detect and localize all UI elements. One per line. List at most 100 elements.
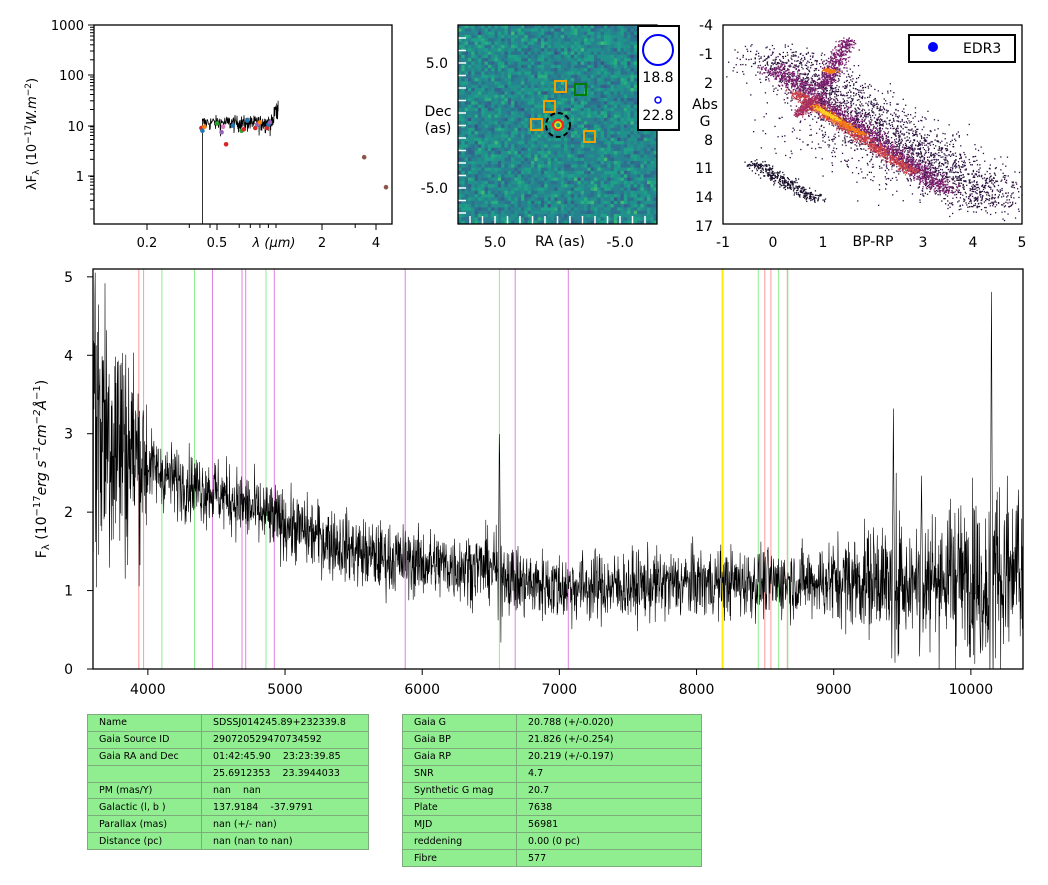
sed-point [257,120,263,125]
table-key: Galactic (l, b ) [87,798,202,817]
table-key: reddening [402,832,517,851]
table-row: Plate 7638 [402,798,702,817]
sed-point [383,184,389,190]
image-ticks [458,37,646,224]
cmd-xlabel: BP-RP [853,234,894,250]
sed-point [244,118,250,123]
cmd-xtick: -1 [716,235,730,251]
cmd-xticks: -1 0 1 3 4 5 [716,235,1026,251]
table-row: reddening 0.00 (0 pc) [402,832,702,851]
sed-point [200,128,205,133]
cmd-legend-label: EDR3 [963,41,1001,57]
table-key: Gaia Source ID [87,730,202,749]
table-value: 01:42:45.90 23:23:39.85 [201,747,369,766]
sed-ytick: 10 [67,120,84,135]
cmd-xtick: 3 [919,235,928,251]
sed-point [202,124,207,130]
cmd-density [726,37,1023,222]
table-row: MJD 56981 [402,815,702,834]
sed-ytick-labels: 1000 100 10 1 [51,19,94,185]
table-row: SNR 4.7 [402,764,702,783]
spectrum-frame [92,268,1024,670]
table-value: 21.826 (+/-0.254) [516,730,702,749]
table-key: Distance (pc) [87,832,202,851]
spectrum-ytick: 1 [64,584,73,600]
spectrum-ylabel: Fλ (10−17erg s−1cm−2Å−1) [32,380,52,558]
image-pixels [458,25,658,225]
image-xtick: 5.0 [484,235,506,251]
sed-xtick: 2 [318,236,326,251]
table-row: Galactic (l, b ) 137.9184 -37.9791 [87,798,369,817]
cmd-legend-box [908,34,1016,63]
table-key [87,764,202,783]
table-key: Gaia RP [402,747,517,766]
table-key: PM (mas/Y) [87,781,202,800]
sed-point [223,142,229,147]
spectrum-xtick: 5000 [267,682,303,698]
table-value: 56981 [516,815,702,834]
cmd-xtick: 4 [969,235,978,251]
table-key: Plate [402,798,517,817]
cmd-frame [722,24,1023,225]
spectrum-xtick: 4000 [130,682,166,698]
cmd-xtick: 0 [769,235,778,251]
spectrum-xtick: 9000 [816,682,852,698]
table-value: 7638 [516,798,702,817]
sed-point [219,129,224,135]
cmd-ylabel: Abs [692,97,718,113]
sed-frame [93,24,393,225]
info-table-left: Name SDSSJ014245.89+232339.8 Gaia Source I… [87,714,369,851]
sed-xtick-labels: 0.2 0.5 2 4 [137,224,380,251]
sed-ytick: 1 [76,170,84,185]
spectrum-ytick: 4 [64,348,73,364]
table-value: 20.788 (+/-0.020) [516,714,702,732]
image-ytick: -5.0 [421,181,448,197]
table-value: 25.6912353 23.3944033 [201,764,369,783]
table-row: Name SDSSJ014245.89+232339.8 [87,714,369,732]
sed-point [264,125,270,131]
source-marker [554,80,567,93]
image-ylabel: Dec [424,104,451,120]
sed-xtick: 0.2 [137,236,158,251]
table-row: Fibre 577 [402,849,702,868]
cmd-yticks: -4 -1 2 5 8 11 14 17 [695,18,713,235]
sed-point [253,125,258,131]
cmd-ytick: 11 [695,161,713,177]
table-row: PM (mas/Y) nan nan [87,781,369,800]
table-value: SDSSJ014245.89+232339.8 [201,714,369,732]
spectrum-xtick: 10000 [949,682,994,698]
spectrum-xtick: 8000 [679,682,715,698]
spectral-lines [138,269,789,669]
info-table-right: Gaia G 20.788 (+/-0.020) Gaia BP 21.826 (+/… [402,714,702,868]
cmd-ytick: 17 [695,219,713,235]
image-tick-labels: 5.0 -5.0 [421,56,448,197]
table-value: 20.7 [516,781,702,800]
spectrum-xtick: 7000 [542,682,578,698]
spectrum-yticks: 0 1 2 3 4 5 [64,270,93,678]
spectrum-ytick: 3 [64,427,73,443]
table-value: 137.9184 -37.9791 [201,798,369,817]
cmd-panel: EDR3 -4 -1 2 5 8 11 14 17 Abs G -1 0 1 3… [686,18,1026,251]
table-row: Gaia Source ID 290720529470734592 [87,730,369,749]
table-key: Gaia BP [402,730,517,749]
image-xtick-labels: 5.0 -5.0 [484,235,634,251]
cmd-ylabel-bg [686,96,720,130]
sed-point [267,120,273,125]
sed-point [214,121,220,126]
spectrum-ytick: 5 [64,270,73,286]
table-row: Gaia RP 20.219 (+/-0.197) [402,747,702,766]
sed-ytick: 100 [59,69,84,84]
image-overlay [530,80,596,143]
spectrum-xticks: 4000 5000 6000 7000 8000 9000 10000 [130,669,993,698]
sed-xlabel: λ (μm) [252,236,296,251]
image-legend: 18.8 22.8 [637,25,680,131]
table-key: MJD [402,815,517,834]
mag-circle-small [654,96,662,104]
table-key: Name [87,714,202,732]
sed-ytick: 1000 [51,19,84,34]
spectrum-ytick: 0 [64,662,73,678]
sed-xtick: 0.5 [207,236,228,251]
image-panel: 18.8 22.8 5.0 -5.0 5.0 -5.0 RA (as) Dec … [421,24,680,251]
table-row: Gaia BP 21.826 (+/-0.254) [402,730,702,749]
cmd-ytick: 14 [695,190,713,206]
